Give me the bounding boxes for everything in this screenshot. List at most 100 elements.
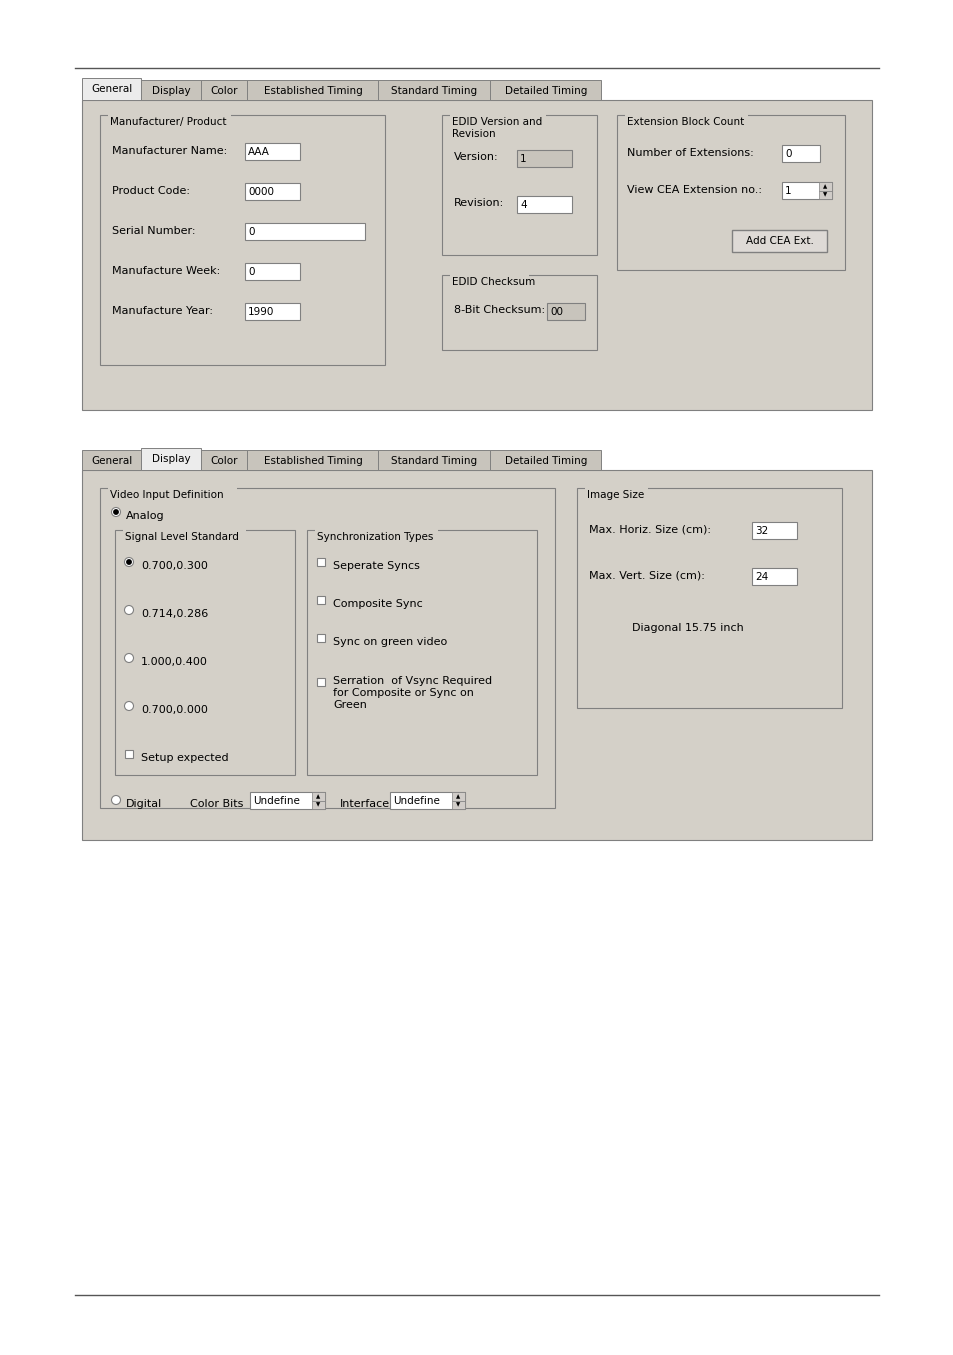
Text: ▲: ▲ [456, 794, 460, 799]
Circle shape [112, 795, 120, 805]
Text: Video Input Definition: Video Input Definition [110, 491, 223, 500]
Bar [245, 263, 299, 280]
Text: Undefine: Undefine [253, 795, 299, 806]
Text: Setup expected: Setup expected [141, 753, 229, 763]
Bar [245, 144, 299, 160]
Bar [247, 450, 378, 470]
Bar [378, 80, 490, 100]
Text: Analog: Analog [126, 511, 165, 522]
Text: Add CEA Ext.: Add CEA Ext. [745, 237, 813, 247]
Bar [123, 528, 246, 539]
Bar [751, 522, 796, 539]
Text: 0: 0 [784, 149, 791, 159]
Bar [82, 100, 871, 411]
Text: Green: Green [333, 701, 367, 710]
Text: Detailed Timing: Detailed Timing [504, 455, 586, 466]
Text: Established Timing: Established Timing [263, 455, 362, 466]
Text: Image Size: Image Size [586, 491, 643, 500]
Text: EDID Version and
Revision: EDID Version and Revision [452, 117, 541, 138]
Text: Display: Display [152, 85, 191, 95]
Text: Standard Timing: Standard Timing [391, 455, 476, 466]
Bar [100, 488, 555, 808]
Circle shape [125, 606, 133, 615]
Text: ▲: ▲ [822, 184, 827, 190]
Bar [312, 793, 325, 801]
Text: Standard Timing: Standard Timing [391, 85, 476, 95]
Text: 1: 1 [519, 154, 526, 164]
Bar [781, 145, 820, 163]
Text: Interface: Interface [339, 799, 390, 809]
Text: ▼: ▼ [456, 802, 460, 808]
Text: Color: Color [211, 455, 237, 466]
Text: ▲: ▲ [316, 794, 320, 799]
Bar [141, 80, 201, 100]
Text: AAA: AAA [248, 146, 270, 157]
Bar [450, 274, 529, 285]
Bar [100, 115, 385, 364]
Text: Detailed Timing: Detailed Timing [504, 85, 586, 95]
Text: View CEA Extension no.:: View CEA Extension no.: [626, 186, 761, 195]
Text: EDID Checksum: EDID Checksum [452, 276, 535, 287]
Text: Number of Extensions:: Number of Extensions: [626, 148, 753, 159]
Text: Max. Vert. Size (cm):: Max. Vert. Size (cm): [588, 570, 704, 581]
Text: Synchronization Types: Synchronization Types [316, 533, 433, 542]
Bar [577, 488, 841, 709]
Bar [751, 568, 796, 585]
Circle shape [125, 557, 133, 566]
Bar [450, 114, 545, 125]
Circle shape [113, 509, 118, 514]
Text: General: General [91, 84, 132, 95]
Bar [624, 114, 748, 125]
Text: Color: Color [211, 85, 237, 95]
Bar [441, 115, 597, 255]
Text: Signal Level Standard: Signal Level Standard [125, 533, 238, 542]
Text: 1.000,0.400: 1.000,0.400 [141, 657, 208, 667]
Text: Version:: Version: [454, 152, 498, 163]
Bar [490, 450, 601, 470]
Bar [141, 449, 201, 470]
Bar [245, 183, 299, 201]
Text: Seperate Syncs: Seperate Syncs [333, 561, 419, 570]
Text: Manufacture Year:: Manufacture Year: [112, 306, 213, 316]
Text: Sync on green video: Sync on green video [333, 637, 447, 646]
Bar [490, 80, 601, 100]
Bar [617, 115, 844, 270]
Text: Extension Block Count: Extension Block Count [626, 117, 743, 127]
Bar [378, 450, 490, 470]
Text: Color Bits: Color Bits [190, 799, 243, 809]
Bar [452, 801, 464, 809]
Bar [316, 596, 325, 604]
Text: 8-Bit Checksum:: 8-Bit Checksum: [454, 305, 544, 314]
Bar [316, 634, 325, 642]
Bar [312, 801, 325, 809]
Bar [108, 114, 232, 125]
Bar [125, 751, 132, 757]
Bar [452, 793, 464, 801]
Bar [781, 182, 831, 199]
Bar [441, 275, 597, 350]
Bar [245, 304, 299, 320]
Text: 0.714,0.286: 0.714,0.286 [141, 608, 208, 619]
Bar [82, 470, 871, 840]
Text: Max. Horiz. Size (cm):: Max. Horiz. Size (cm): [588, 524, 710, 535]
Bar [584, 486, 647, 497]
Text: 0: 0 [248, 267, 254, 276]
Text: 4: 4 [519, 201, 526, 210]
Text: Serial Number:: Serial Number: [112, 226, 195, 236]
Circle shape [112, 508, 120, 516]
Text: Digital: Digital [126, 799, 162, 809]
Circle shape [125, 653, 133, 663]
Text: Revision:: Revision: [454, 198, 504, 209]
Text: 24: 24 [754, 572, 767, 583]
Text: Display: Display [152, 454, 191, 465]
Text: 0000: 0000 [248, 187, 274, 196]
Text: Diagonal 15.75 inch: Diagonal 15.75 inch [631, 623, 743, 633]
Bar [517, 196, 572, 213]
Bar [818, 182, 831, 191]
Bar [314, 528, 438, 539]
Bar [247, 80, 378, 100]
Text: 00: 00 [550, 308, 562, 317]
Bar [517, 150, 572, 167]
Text: Composite Sync: Composite Sync [333, 599, 422, 608]
Bar [82, 450, 141, 470]
